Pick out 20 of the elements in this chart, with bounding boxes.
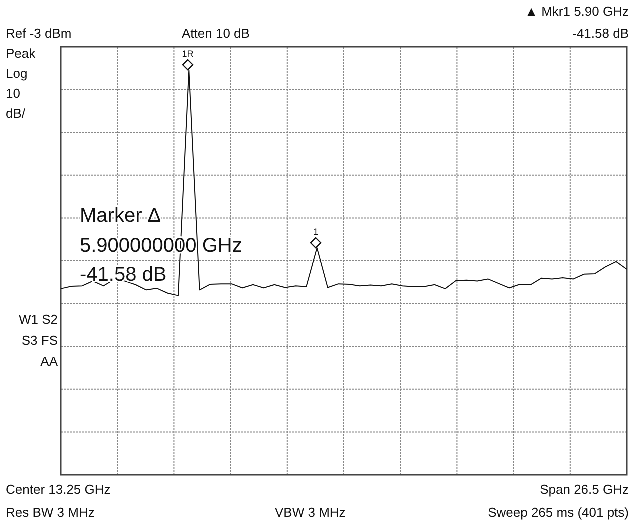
text: VBW 3 MHz [275,505,346,520]
text: S3 FS [22,333,58,348]
text: Center 13.25 GHz [6,482,111,497]
annotation: Marker Δ [80,205,162,227]
text: 1R [182,49,194,59]
text: W1 S2 [18,312,58,327]
text: dB/ [6,106,26,121]
text: Ref -3 dBm [6,26,72,41]
text: Log [6,66,28,81]
text: Span 26.5 GHz [540,482,629,497]
annotation: 1 [313,227,319,237]
text: -41.58 dB [572,26,629,41]
text: Res BW 3 MHz [6,505,95,520]
text: Atten 10 dB [182,26,250,41]
text: ▲ Mkr1 5.90 GHz [525,4,629,19]
annotation: -41.58 dB [80,264,167,286]
text: 10 [6,86,20,101]
text: Sweep 265 ms (401 pts) [488,505,629,520]
text: AA [40,354,58,369]
text: Peak [6,46,36,61]
